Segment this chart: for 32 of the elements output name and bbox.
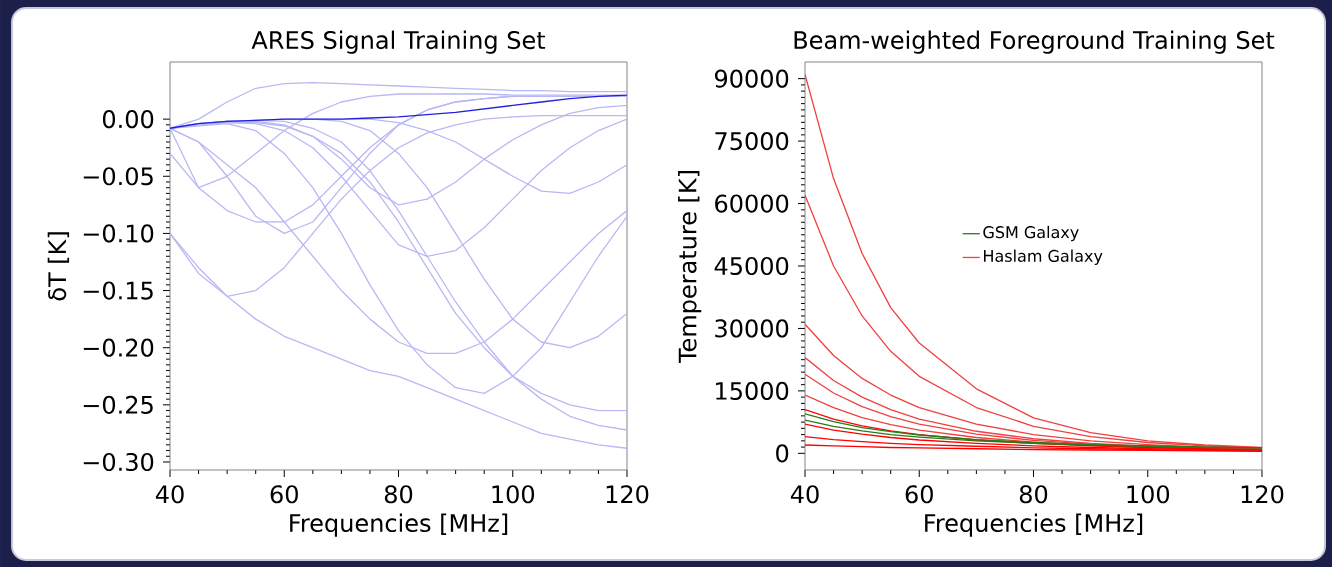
chart-title: Beam-weighted Foreground Training Set [794, 30, 1275, 54]
y-axis-title: Temperature [K] [678, 171, 702, 364]
x-tick-label: 60 [905, 485, 933, 504]
y-tick-label: 0.00 [102, 110, 154, 129]
y-tick-label: −0.20 [83, 338, 154, 357]
x-tick-label: 120 [1241, 485, 1284, 504]
y-tick-label: 60000 [715, 194, 789, 213]
x-axis-title: Frequencies [MHz] [290, 513, 508, 537]
y-tick-label: 45000 [714, 256, 789, 276]
x-tick-label: 120 [606, 485, 649, 504]
x-axis-title: Frequencies [MHz] [925, 513, 1143, 537]
y-tick-label: −0.10 [83, 224, 154, 243]
y-tick-label: −0.25 [83, 395, 153, 414]
y-tick-label: 0 [776, 444, 789, 463]
x-tick-label: 80 [384, 485, 413, 504]
y-tick-label: 30000 [715, 319, 789, 338]
y-axis-title: δT [K] [47, 232, 70, 301]
legend-label: GSM Galaxy [983, 225, 1079, 242]
x-tick-label: 60 [270, 485, 298, 504]
x-tick-label: 100 [492, 485, 535, 504]
y-tick-label: 75000 [715, 132, 789, 151]
x-tick-label: 80 [1019, 485, 1048, 504]
x-tick-label: 40 [790, 485, 819, 504]
legend-label: Haslam Galaxy [984, 249, 1103, 266]
y-tick-label: 15000 [716, 381, 789, 400]
y-tick-label: −0.15 [83, 281, 153, 300]
x-tick-label: 40 [155, 485, 184, 504]
chart-title: ARES Signal Training Set [251, 30, 546, 54]
y-tick-label: −0.30 [83, 452, 154, 472]
y-tick-label: −0.05 [83, 167, 153, 186]
x-tick-label: 100 [1127, 485, 1170, 504]
y-tick-label: 90000 [714, 69, 789, 88]
